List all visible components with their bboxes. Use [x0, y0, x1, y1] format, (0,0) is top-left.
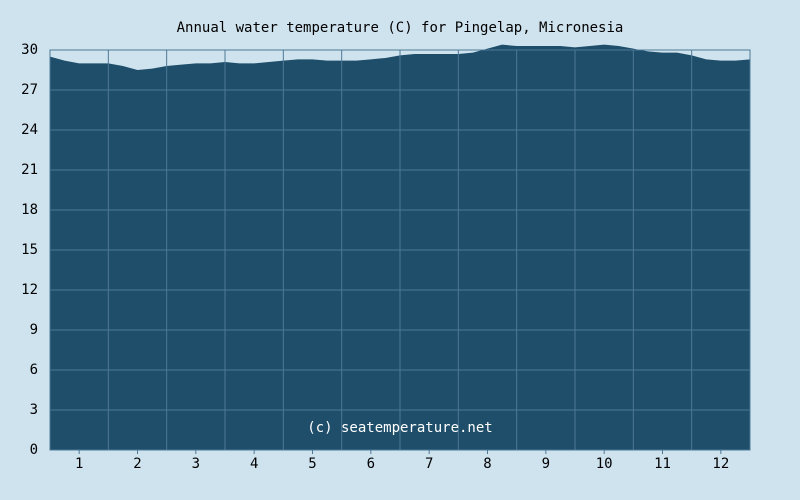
x-tick-label: 10 — [596, 456, 613, 472]
plot-frame — [49, 49, 751, 451]
x-tick-label: 4 — [250, 456, 258, 472]
y-tick-label: 9 — [30, 322, 38, 338]
y-tick-label: 6 — [30, 362, 38, 378]
x-tick-label: 6 — [367, 456, 375, 472]
chart-title: Annual water temperature (C) for Pingela… — [177, 20, 624, 36]
y-tick-label: 3 — [30, 402, 38, 418]
y-tick-label: 18 — [21, 202, 38, 218]
x-tick-label: 9 — [542, 456, 550, 472]
y-tick-label: 27 — [21, 82, 38, 98]
y-tick-label: 0 — [30, 442, 38, 458]
y-tick-label: 12 — [21, 282, 38, 298]
x-tick-label: 11 — [654, 456, 671, 472]
x-tick-label: 7 — [425, 456, 433, 472]
y-tick-label: 30 — [21, 42, 38, 58]
x-tick-label: 1 — [75, 456, 83, 472]
y-tick-label: 15 — [21, 242, 38, 258]
x-tick-label: 2 — [133, 456, 141, 472]
y-tick-label: 21 — [21, 162, 38, 178]
x-tick-label: 3 — [192, 456, 200, 472]
x-tick-label: 8 — [483, 456, 491, 472]
annotation: (c) seatemperature.net — [307, 420, 492, 436]
x-tick-label: 12 — [712, 456, 729, 472]
y-tick-label: 24 — [21, 122, 38, 138]
x-tick-label: 5 — [308, 456, 316, 472]
